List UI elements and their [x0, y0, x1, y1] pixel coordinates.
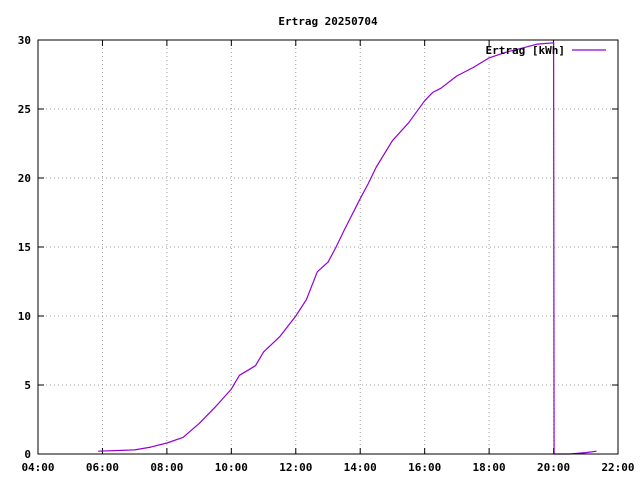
y-tick-label: 10 [18, 310, 31, 323]
x-tick-label: 12:00 [279, 461, 312, 474]
series-group [98, 42, 597, 455]
y-tick-label: 0 [24, 448, 31, 461]
y-tick-label: 15 [18, 241, 31, 254]
x-tick-label: 16:00 [408, 461, 441, 474]
legend: Ertrag [kWh] [486, 44, 606, 57]
chart-title: Ertrag 20250704 [278, 15, 378, 28]
legend-label: Ertrag [kWh] [486, 44, 565, 57]
y-tick-label: 25 [18, 103, 31, 116]
x-tick-label: 18:00 [473, 461, 506, 474]
axis-ticks: 04:00 06:00 08:00 10:00 12:00 14:00 16:00 18:00… [18, 34, 635, 474]
series-line [98, 42, 597, 455]
x-tick-label: 08:00 [150, 461, 183, 474]
grid-lines [38, 40, 618, 454]
plot-frame [37, 39, 619, 455]
y-tick-label: 20 [18, 172, 31, 185]
y-tick-label: 30 [18, 34, 31, 47]
x-tick-label: 14:00 [344, 461, 377, 474]
x-tick-label: 22:00 [601, 461, 634, 474]
x-tick-label: 20:00 [537, 461, 570, 474]
x-tick-label: 06:00 [86, 461, 119, 474]
x-tick-label: 04:00 [21, 461, 54, 474]
x-tick-label: 10:00 [215, 461, 248, 474]
y-tick-label: 5 [24, 379, 31, 392]
